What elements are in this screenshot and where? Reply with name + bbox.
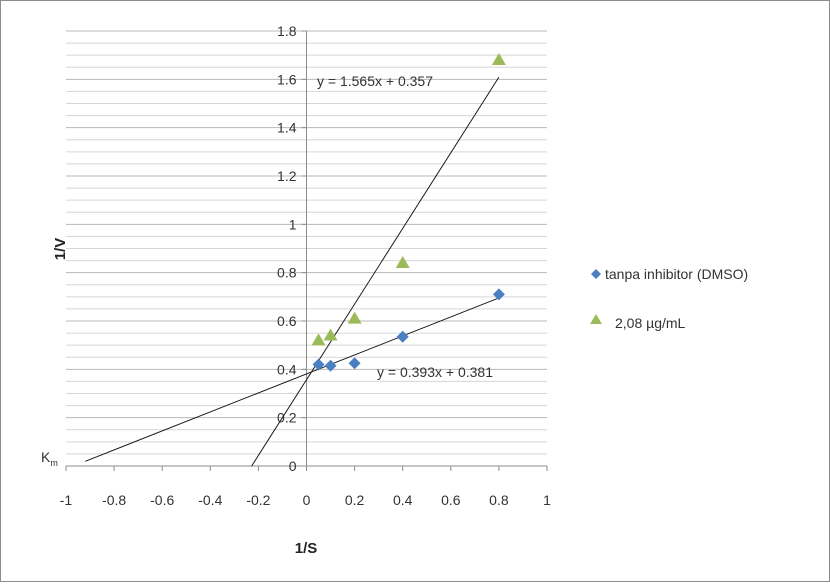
- km-subscript: m: [50, 458, 58, 468]
- data-point-triangle: [491, 53, 506, 65]
- legend-label-dmso: tanpa inhibitor (DMSO): [605, 266, 748, 282]
- y-tick-label: 1.6: [277, 71, 297, 87]
- x-tick-label: 1: [543, 492, 551, 508]
- axes: [65, 30, 548, 471]
- data-point-triangle: [395, 256, 410, 268]
- y-tick-label: 0.4: [277, 361, 297, 377]
- trendline-inhibitor: [251, 76, 500, 467]
- y-tick-label: 1: [289, 216, 297, 232]
- y-tick-label: 1.8: [277, 23, 297, 39]
- y-tick-label: 0.8: [277, 265, 297, 281]
- y-tick-label: 1.4: [277, 120, 297, 136]
- trendlines: [85, 76, 500, 467]
- x-axis-title: 1/S: [295, 540, 318, 557]
- legend-label-inhibitor: 2,08 µg/mL: [615, 315, 686, 331]
- data-point-triangle: [311, 333, 326, 346]
- legend-item-inhibitor: 2,08 µg/mL: [590, 314, 686, 331]
- x-tick-label: 0.4: [393, 492, 413, 508]
- km-annotation: Km: [41, 449, 58, 468]
- x-tick-label: -1: [60, 492, 73, 508]
- x-tick-label: 0: [303, 492, 311, 508]
- km-label: K: [41, 449, 51, 465]
- legend-marker-diamond: [591, 269, 601, 279]
- data-point-diamond: [396, 330, 409, 343]
- x-tick-label: -0.6: [150, 492, 174, 508]
- x-tick-label: -0.2: [246, 492, 270, 508]
- y-tick-label: 0.6: [277, 313, 297, 329]
- data-points: [311, 53, 506, 372]
- x-tick-label: 0.8: [489, 492, 509, 508]
- x-tick-label: 0.2: [345, 492, 365, 508]
- legend-item-dmso: tanpa inhibitor (DMSO): [591, 266, 748, 282]
- y-tick-labels: 0 0.2 0.4 0.6 0.8 1 1.2 1.4 1.6 1.8: [277, 23, 297, 474]
- trendline-equation-inhibitor: y = 1.565x + 0.357: [317, 73, 433, 89]
- x-tick-label: 0.6: [441, 492, 461, 508]
- x-tick-label: -0.4: [198, 492, 222, 508]
- legend-marker-triangle: [590, 314, 602, 324]
- x-tick-labels: -1 -0.8 -0.6 -0.4 -0.2 0 0.2 0.4 0.6 0.8 1: [60, 492, 551, 508]
- trendline-dmso: [85, 297, 500, 462]
- data-point-triangle: [323, 328, 338, 341]
- y-tick-label: 0: [289, 458, 297, 474]
- data-point-diamond: [348, 357, 361, 370]
- data-point-diamond: [492, 288, 505, 301]
- trendline-equation-dmso: y = 0.393x + 0.381: [377, 364, 493, 380]
- y-tick-label: 1.2: [277, 168, 297, 184]
- legend: tanpa inhibitor (DMSO) 2,08 µg/mL: [590, 266, 748, 331]
- y-tick-label: 0.2: [277, 410, 297, 426]
- y-axis-title: 1/V: [52, 238, 69, 261]
- data-point-triangle: [347, 311, 362, 324]
- x-tick-label: -0.8: [102, 492, 126, 508]
- data-point-diamond: [312, 358, 325, 371]
- data-point-diamond: [324, 359, 337, 372]
